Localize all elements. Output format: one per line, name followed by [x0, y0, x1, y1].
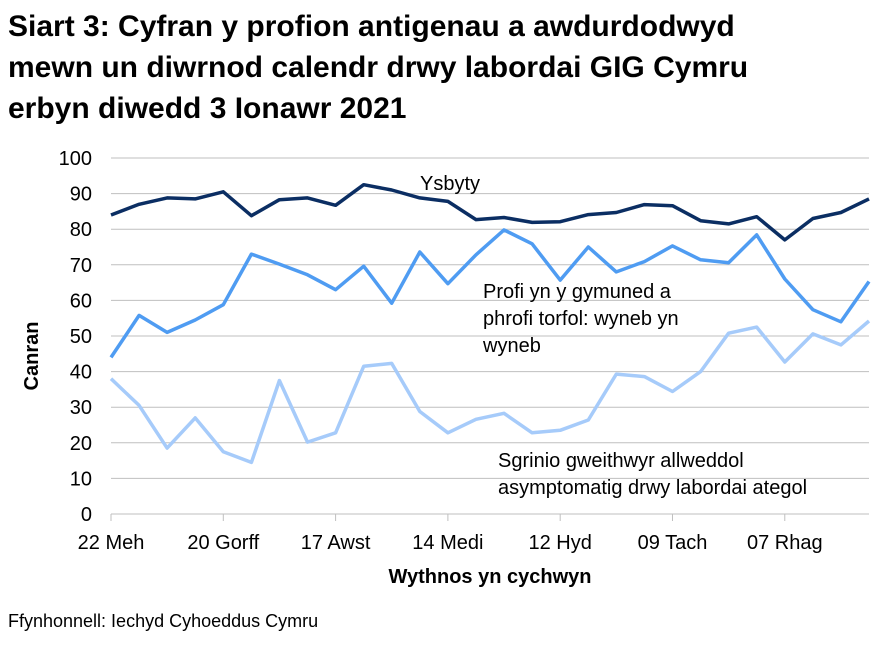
- chart-title-line-2: mewn un diwrnod calendr drwy labordai GI…: [8, 51, 749, 84]
- x-tick-label: 20 Gorff: [187, 532, 259, 554]
- x-tick-label: 22 Meh: [78, 532, 145, 554]
- y-tick-label: 60: [70, 290, 92, 312]
- series-hospital-line: [110, 182, 870, 242]
- y-tick-label: 0: [81, 504, 92, 526]
- y-axis-title: Canran: [21, 322, 43, 391]
- x-tick-label: 09 Tach: [638, 532, 708, 554]
- x-tick-label: 14 Medi: [412, 532, 483, 554]
- x-axis-title: Wythnos yn cychwyn: [388, 566, 591, 588]
- annotation-key-worker-screening: Sgrinio gweithwyr allweddol asymptomatig…: [498, 450, 807, 499]
- x-tick-label: 12 Hyd: [528, 532, 591, 554]
- x-tick-label: 17 Awst: [301, 532, 371, 554]
- series-key-worker-screening-line: [109, 319, 871, 465]
- y-tick-label: 90: [70, 184, 92, 206]
- series-community-testing-line: [109, 228, 871, 359]
- annotation-community-testing: Profi yn y gymuned a phrofi torfol: wyne…: [482, 281, 684, 357]
- y-tick-label: 30: [70, 397, 92, 419]
- y-tick-label: 20: [70, 433, 92, 455]
- source-note: Ffynhonnell: Iechyd Cyhoeddus Cymru: [8, 611, 319, 631]
- chart-title-line-1: Siart 3: Cyfran y profion antigenau a aw…: [8, 10, 735, 43]
- series-lines: [109, 182, 871, 465]
- y-axis-ticks: 0 10 20 30 40 50 60 70 80 90 100: [59, 148, 92, 526]
- annotation-hospital: Ysbyty: [420, 173, 480, 195]
- gridlines: [111, 157, 869, 479]
- y-tick-label: 40: [70, 362, 92, 384]
- chart-title-line-3: erbyn diwedd 3 Ionawr 2021: [8, 92, 407, 125]
- y-tick-label: 100: [59, 148, 92, 170]
- y-tick-label: 80: [70, 219, 92, 241]
- y-tick-label: 50: [70, 326, 92, 348]
- chart-title: Siart 3: Cyfran y profion antigenau a aw…: [8, 6, 878, 129]
- y-tick-label: 10: [70, 468, 92, 490]
- x-tick-label: 07 Rhag: [747, 532, 823, 554]
- x-axis: 22 Meh 20 Gorff 17 Awst 14 Medi 12 Hyd 09 Tac…: [78, 513, 869, 554]
- y-tick-label: 70: [70, 255, 92, 277]
